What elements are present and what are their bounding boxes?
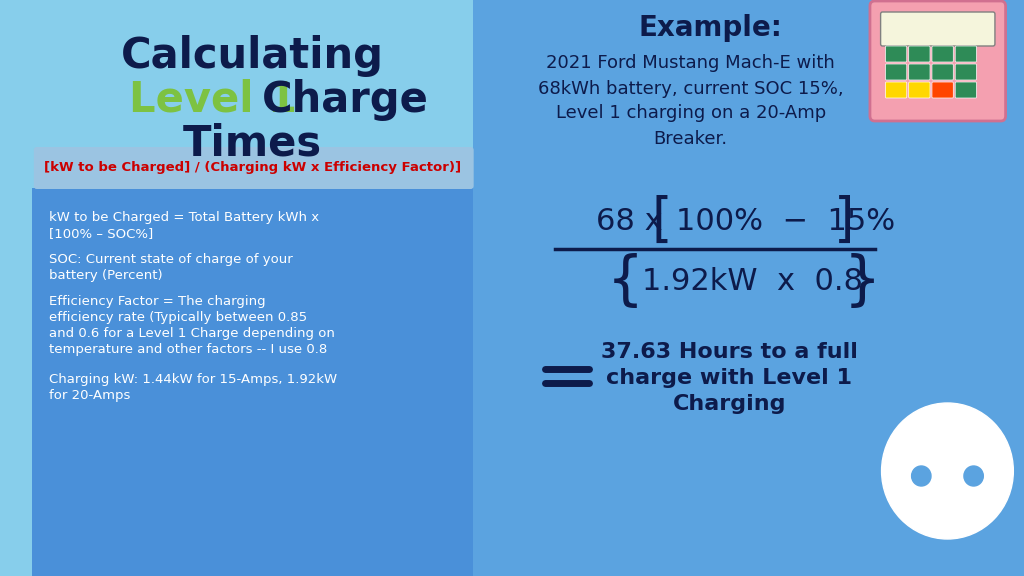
FancyBboxPatch shape: [473, 0, 1024, 576]
Text: kW to be Charged = Total Battery kWh x: kW to be Charged = Total Battery kWh x: [49, 211, 319, 225]
Text: [kW to be Charged] / (Charging kW x Efficiency Factor)]: [kW to be Charged] / (Charging kW x Effi…: [44, 161, 462, 175]
FancyBboxPatch shape: [932, 82, 953, 98]
Text: 37.63 Hours to a full
charge with Level 1
Charging: 37.63 Hours to a full charge with Level …: [601, 342, 858, 414]
Circle shape: [911, 466, 931, 486]
FancyBboxPatch shape: [886, 46, 907, 62]
FancyBboxPatch shape: [932, 64, 953, 80]
FancyBboxPatch shape: [32, 0, 473, 576]
Text: Times: Times: [183, 122, 323, 164]
FancyBboxPatch shape: [955, 46, 977, 62]
FancyBboxPatch shape: [870, 1, 1006, 121]
Text: battery (Percent): battery (Percent): [49, 270, 163, 282]
Text: ⚡: ⚡: [941, 499, 954, 518]
Text: SOC: Current state of charge of your: SOC: Current state of charge of your: [49, 253, 293, 267]
Text: temperature and other factors -- I use 0.8: temperature and other factors -- I use 0…: [49, 343, 328, 357]
Text: 2021 Ford Mustang Mach-E with
68kWh battery, current SOC 15%,
Level 1 charging o: 2021 Ford Mustang Mach-E with 68kWh batt…: [538, 55, 844, 147]
FancyBboxPatch shape: [886, 82, 907, 98]
FancyBboxPatch shape: [955, 82, 977, 98]
Text: Efficiency Factor = The charging: Efficiency Factor = The charging: [49, 295, 266, 309]
Text: for 20-Amps: for 20-Amps: [49, 389, 131, 403]
Text: Level 1: Level 1: [129, 79, 311, 121]
FancyBboxPatch shape: [932, 46, 953, 62]
Text: efficiency rate (Typically between 0.85: efficiency rate (Typically between 0.85: [49, 312, 307, 324]
Circle shape: [882, 403, 1014, 539]
FancyBboxPatch shape: [908, 82, 930, 98]
Text: [: [: [652, 195, 673, 247]
FancyBboxPatch shape: [34, 147, 474, 189]
Text: Charge: Charge: [261, 79, 428, 121]
Text: 68 x: 68 x: [596, 207, 663, 236]
Text: Charging kW: 1.44kW for 15-Amps, 1.92kW: Charging kW: 1.44kW for 15-Amps, 1.92kW: [49, 373, 338, 386]
FancyBboxPatch shape: [955, 64, 977, 80]
FancyBboxPatch shape: [32, 188, 473, 576]
Text: 1.92kW  x  0.8: 1.92kW x 0.8: [642, 267, 863, 295]
Text: 100%  −  15%: 100% − 15%: [676, 207, 895, 236]
Text: [100% – SOC%]: [100% – SOC%]: [49, 228, 154, 241]
Text: {: {: [606, 252, 643, 309]
FancyBboxPatch shape: [908, 64, 930, 80]
FancyBboxPatch shape: [886, 64, 907, 80]
Text: and 0.6 for a Level 1 Charge depending on: and 0.6 for a Level 1 Charge depending o…: [49, 328, 335, 340]
FancyBboxPatch shape: [895, 440, 999, 480]
Circle shape: [964, 466, 983, 486]
Text: ]: ]: [835, 195, 855, 247]
FancyBboxPatch shape: [881, 12, 995, 46]
Text: Calculating: Calculating: [121, 35, 384, 77]
FancyBboxPatch shape: [908, 46, 930, 62]
Text: }: }: [844, 252, 881, 309]
Text: Example:: Example:: [638, 14, 782, 42]
Polygon shape: [904, 446, 991, 468]
